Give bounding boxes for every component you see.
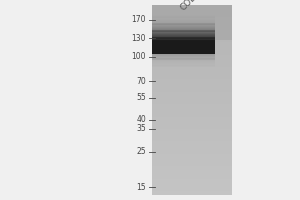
Bar [152, 25, 215, 26]
Bar [152, 19, 215, 20]
Bar [152, 32, 215, 33]
Text: 15: 15 [136, 182, 146, 192]
Bar [152, 60, 215, 61]
Text: 170: 170 [131, 16, 146, 24]
Text: 55: 55 [136, 93, 146, 102]
Bar [152, 51, 215, 53]
Bar [152, 42, 215, 43]
Bar [152, 27, 215, 28]
Bar [152, 64, 215, 66]
Bar [152, 23, 215, 25]
Bar [152, 29, 215, 30]
Text: 35: 35 [136, 124, 146, 133]
Bar [152, 53, 215, 54]
Bar [152, 40, 215, 41]
Bar [152, 16, 215, 17]
Bar [152, 45, 215, 46]
Bar [152, 34, 215, 35]
Bar [152, 46, 215, 47]
Bar [152, 58, 215, 59]
Bar [152, 44, 215, 45]
Text: COLO: COLO [178, 0, 203, 12]
Bar [152, 31, 215, 32]
Bar [152, 38, 215, 39]
Bar [152, 21, 215, 22]
Bar [152, 22, 215, 24]
Bar [152, 62, 215, 63]
Bar [152, 50, 215, 52]
Bar [152, 36, 215, 37]
Text: 70: 70 [136, 77, 146, 86]
Bar [152, 37, 215, 39]
Bar [152, 24, 215, 25]
Bar [152, 48, 215, 49]
Bar [152, 52, 215, 53]
Bar [152, 18, 215, 19]
Bar [152, 47, 215, 48]
Bar [152, 28, 215, 29]
Bar [152, 55, 215, 56]
Bar [152, 22, 215, 23]
Bar [152, 43, 215, 44]
Bar [152, 5, 232, 40]
Text: 25: 25 [136, 147, 146, 156]
Bar [152, 56, 215, 57]
Bar [152, 36, 215, 38]
Bar [152, 44, 215, 46]
Bar [152, 17, 215, 18]
Bar [152, 41, 215, 54]
Bar [152, 49, 215, 50]
Bar [152, 61, 215, 62]
Text: 130: 130 [131, 34, 146, 43]
Bar [152, 20, 215, 21]
Bar [152, 16, 215, 18]
Bar [152, 58, 215, 60]
Bar [152, 64, 215, 65]
Bar [152, 54, 215, 55]
Bar [152, 33, 215, 34]
Bar [152, 26, 215, 27]
Bar [152, 39, 215, 40]
Bar [152, 15, 215, 16]
Bar [152, 35, 215, 36]
Bar [152, 65, 215, 67]
Text: 100: 100 [131, 52, 146, 61]
Bar [152, 29, 215, 31]
Bar [152, 30, 215, 32]
Bar [152, 63, 215, 64]
Bar [152, 41, 215, 42]
Bar [152, 50, 215, 51]
Text: 40: 40 [136, 115, 146, 124]
Bar [152, 57, 215, 58]
Bar [152, 40, 215, 41]
Bar [152, 59, 215, 60]
